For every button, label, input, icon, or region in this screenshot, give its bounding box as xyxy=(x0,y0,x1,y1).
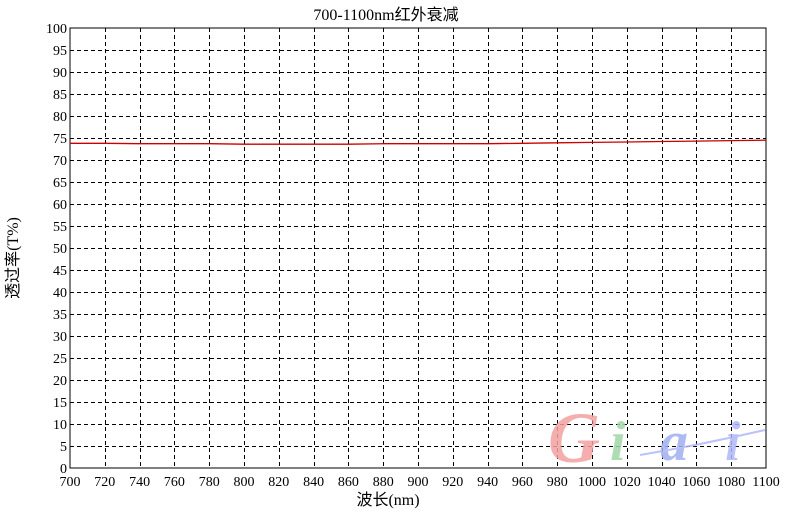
x-tick-label: 700 xyxy=(60,475,81,490)
x-axis-ticks: 700 720 740 760 780 800 820 840 860 880 900 920 940 9… xyxy=(60,475,780,490)
x-axis-label: 波长(nm) xyxy=(356,491,419,509)
x-tick-label: 720 xyxy=(94,475,115,490)
watermark-letter: i xyxy=(725,411,741,473)
y-axis-ticks: 0 5 10 15 20 25 30 35 40 45 50 55 60 65 70 75 80 85 90 95 10… xyxy=(46,22,67,477)
x-tick-label: 760 xyxy=(164,475,185,490)
x-tick-label: 920 xyxy=(442,475,463,490)
x-tick-label: 1100 xyxy=(752,475,779,490)
x-tick-label: 1040 xyxy=(648,475,676,490)
y-tick-label: 50 xyxy=(53,242,67,257)
y-tick-label: 70 xyxy=(53,154,67,169)
y-tick-label: 35 xyxy=(53,308,67,323)
y-tick-label: 60 xyxy=(53,198,67,213)
series-layer xyxy=(70,139,767,145)
y-tick-label: 95 xyxy=(53,44,67,59)
x-tick-label: 1060 xyxy=(682,475,710,490)
y-tick-label: 85 xyxy=(53,88,67,103)
series-line xyxy=(70,139,767,145)
x-tick-label: 780 xyxy=(199,475,220,490)
y-tick-label: 45 xyxy=(53,264,67,279)
x-tick-label: 840 xyxy=(303,475,324,490)
y-tick-label: 90 xyxy=(53,66,67,81)
watermark-letter: a xyxy=(660,411,688,473)
y-axis-label: 透过率(T%) xyxy=(4,217,22,299)
plot-frame xyxy=(69,27,767,469)
chart-title: 700-1100nm红外衰减 xyxy=(313,6,458,24)
watermark-swoosh xyxy=(639,429,766,456)
watermark-letter: G xyxy=(548,398,600,478)
x-tick-label: 900 xyxy=(408,475,429,490)
y-tick-label: 65 xyxy=(53,176,67,191)
x-tick-label: 1000 xyxy=(578,475,606,490)
y-tick-label: 75 xyxy=(53,132,67,147)
y-tick-label: 0 xyxy=(60,462,67,477)
y-tick-label: 15 xyxy=(53,396,67,411)
x-tick-label: 940 xyxy=(477,475,498,490)
x-tick-label: 960 xyxy=(512,475,533,490)
y-tick-label: 10 xyxy=(53,418,67,433)
y-tick-label: 5 xyxy=(60,440,67,455)
x-tick-label: 820 xyxy=(268,475,289,490)
grid xyxy=(70,28,766,468)
watermark-letter: i xyxy=(610,411,626,473)
x-tick-label: 740 xyxy=(129,475,150,490)
y-tick-label: 30 xyxy=(53,330,67,345)
y-tick-label: 40 xyxy=(53,286,67,301)
x-tick-label: 1080 xyxy=(717,475,745,490)
y-tick-label: 80 xyxy=(53,110,67,125)
x-tick-label: 800 xyxy=(234,475,255,490)
y-tick-label: 55 xyxy=(53,220,67,235)
x-tick-label: 980 xyxy=(547,475,568,490)
x-tick-label: 880 xyxy=(373,475,394,490)
y-tick-label: 100 xyxy=(46,22,67,37)
y-tick-label: 20 xyxy=(53,374,67,389)
y-tick-label: 25 xyxy=(53,352,67,367)
x-tick-label: 1020 xyxy=(613,475,641,490)
x-tick-label: 860 xyxy=(338,475,359,490)
